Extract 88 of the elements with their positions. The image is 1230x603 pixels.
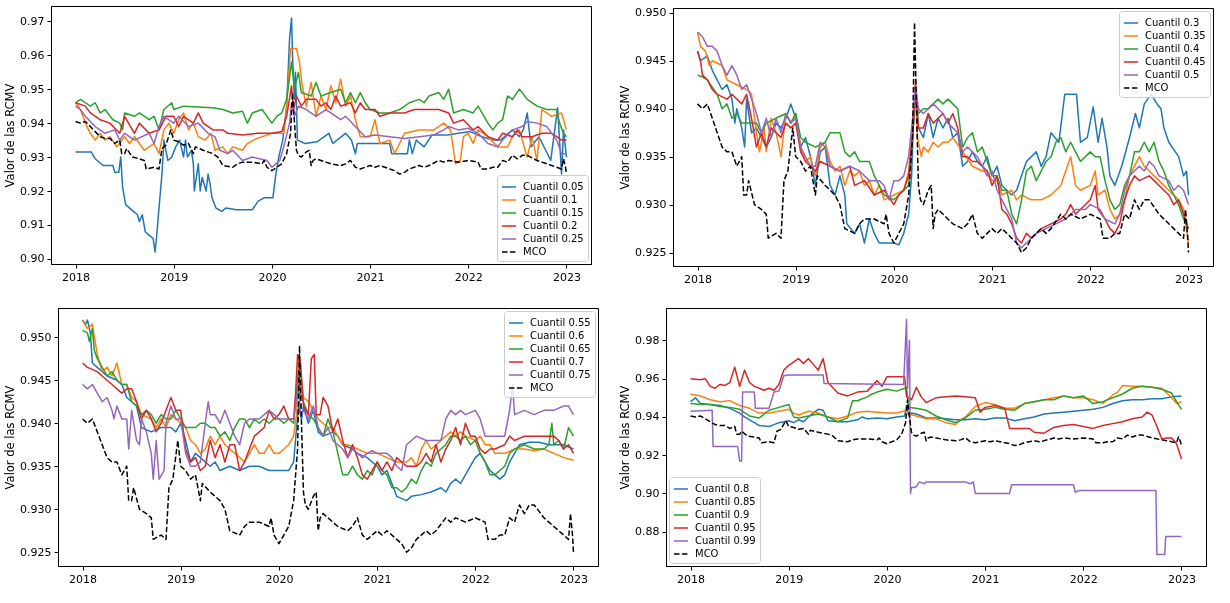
line-series — [74, 61, 568, 138]
y-tick-label: 0.96 — [635, 372, 660, 386]
y-tick-label: 0.930 — [635, 198, 667, 212]
y-tick-label: 0.92 — [635, 448, 660, 462]
legend-label: Cuantil 0.99 — [695, 535, 756, 546]
x-tick-label: 2018 — [69, 572, 98, 586]
legend-label: Cuantil 0.75 — [530, 369, 591, 380]
line-series — [689, 357, 1183, 460]
legend-label: MCO — [530, 382, 554, 393]
legend-label: Cuantil 0.8 — [695, 483, 750, 494]
line-series — [689, 398, 1183, 447]
y-tick-label: 0.935 — [20, 459, 52, 473]
x-tick-label: 2021 — [978, 272, 1007, 286]
legend-label: Cuantil 0.55 — [530, 317, 591, 328]
legend-label: Cuantil 0.3 — [1145, 17, 1200, 28]
x-tick-label: 2023 — [1174, 272, 1203, 286]
y-tick-label: 0.950 — [635, 6, 667, 20]
legend-label: Cuantil 0.45 — [1145, 56, 1206, 67]
line-series — [74, 91, 568, 175]
x-tick-label: 2020 — [880, 272, 909, 286]
x-tick-label: 2023 — [1167, 572, 1196, 586]
x-tick-label: 2018 — [62, 270, 91, 284]
x-tick-label: 2020 — [873, 572, 902, 586]
line-series — [74, 47, 568, 165]
legend-label: MCO — [695, 548, 719, 559]
line-series — [74, 85, 568, 141]
y-tick-label: 0.940 — [635, 102, 667, 116]
legend-label: Cuantil 0.05 — [523, 181, 584, 192]
x-tick-label: 2021 — [356, 270, 385, 284]
y-tick-label: 0.91 — [20, 218, 45, 232]
x-tick-label: 2022 — [461, 572, 490, 586]
x-tick-label: 2022 — [1076, 272, 1105, 286]
y-tick-label: 0.940 — [20, 416, 52, 430]
legend-label: Cuantil 0.2 — [523, 220, 578, 231]
legend-label: Cuantil 0.5 — [1145, 69, 1200, 80]
y-tick-label: 0.950 — [20, 330, 52, 344]
y-tick-label: 0.925 — [20, 545, 52, 559]
y-axis-title: Valor de las RCMV — [3, 83, 18, 188]
line-series — [689, 395, 1183, 428]
legend-label: Cuantil 0.9 — [695, 509, 750, 520]
x-tick-label: 2023 — [559, 572, 588, 586]
x-tick-label: 2019 — [167, 572, 196, 586]
y-tick-label: 0.88 — [635, 525, 660, 539]
legend-label: MCO — [1145, 82, 1169, 93]
y-tick-label: 0.925 — [635, 246, 667, 260]
legend-label: Cuantil 0.25 — [523, 233, 584, 244]
legend-label: Cuantil 0.35 — [1145, 30, 1206, 41]
y-tick-label: 0.935 — [635, 150, 667, 164]
x-tick-label: 2022 — [1069, 572, 1098, 586]
x-tick-label: 2023 — [552, 270, 581, 284]
x-tick-label: 2021 — [363, 572, 392, 586]
y-tick-label: 0.96 — [20, 48, 45, 62]
y-tick-label: 0.93 — [20, 150, 45, 164]
x-tick-label: 2019 — [775, 572, 804, 586]
y-tick-label: 0.95 — [20, 82, 45, 96]
y-tick-label: 0.945 — [20, 373, 52, 387]
legend-label: Cuantil 0.85 — [695, 496, 756, 507]
y-tick-label: 0.98 — [635, 333, 660, 347]
y-tick-label: 0.97 — [20, 14, 45, 28]
legend-label: MCO — [523, 246, 547, 257]
line-series — [689, 318, 1183, 556]
legend-label: Cuantil 0.15 — [523, 207, 584, 218]
x-tick-label: 2019 — [782, 272, 811, 286]
y-axis-title: Valor de las RCMV — [618, 85, 633, 190]
y-tick-label: 0.94 — [20, 116, 45, 130]
y-tick-label: 0.92 — [20, 184, 45, 198]
x-tick-label: 2020 — [265, 572, 294, 586]
y-axis-title: Valor de las RCMV — [3, 385, 18, 490]
legend-label: Cuantil 0.1 — [523, 194, 578, 205]
x-tick-label: 2021 — [971, 572, 1000, 586]
x-tick-label: 2018 — [677, 572, 706, 586]
line-series — [81, 383, 575, 480]
legend-label: Cuantil 0.65 — [530, 343, 591, 354]
x-tick-label: 2018 — [684, 272, 713, 286]
line-series — [74, 102, 568, 168]
x-tick-label: 2022 — [454, 270, 483, 284]
y-tick-label: 0.90 — [20, 252, 45, 266]
legend-label: Cuantil 0.6 — [530, 330, 585, 341]
legend-label: Cuantil 0.7 — [530, 356, 585, 367]
y-axis-title: Valor de las RCMV — [618, 385, 633, 490]
legend-label: Cuantil 0.95 — [695, 522, 756, 533]
y-tick-label: 0.945 — [635, 54, 667, 68]
y-tick-label: 0.90 — [635, 486, 660, 500]
y-tick-label: 0.94 — [635, 410, 660, 424]
x-tick-label: 2020 — [258, 270, 287, 284]
legend-label: Cuantil 0.4 — [1145, 43, 1200, 54]
y-tick-label: 0.930 — [20, 502, 52, 516]
x-tick-label: 2019 — [160, 270, 189, 284]
